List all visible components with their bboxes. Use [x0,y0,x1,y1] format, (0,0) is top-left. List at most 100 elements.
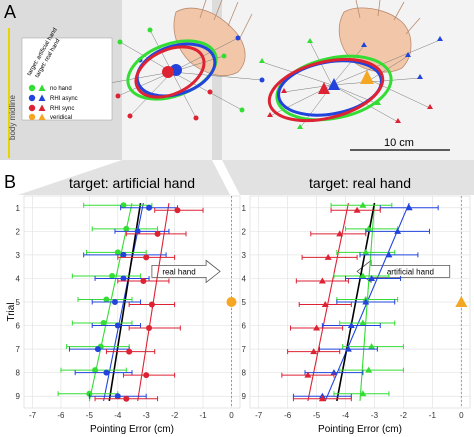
x-tick-label: -2 [400,411,408,420]
data-point [111,299,118,305]
data-point [347,322,355,329]
data-point [359,201,367,208]
data-point [143,254,150,261]
data-point [92,367,99,374]
data-point [318,395,326,402]
veridical-marker [455,296,468,307]
legend-label-no-hand: no hand [50,86,72,92]
data-point [353,206,361,213]
artificial-hand-icon [173,7,246,76]
mean-triangle-async [328,78,340,90]
data-point [359,390,367,397]
annotation-label: real hand [162,267,195,276]
x-tick-label: -7 [29,411,37,420]
data-point [313,324,321,331]
x-tick-label: -5 [86,411,94,420]
y-tick-label: 4 [242,274,247,283]
legend-circle-async [28,94,36,102]
data-point [140,277,147,284]
data-point [103,296,110,303]
y-tick-label: 9 [242,392,247,401]
data-point [405,204,413,211]
chart-artificial-hand: -7 -6 -5 -4 -3 -2 -1 0 1 2 3 4 5 6 7 8 9 target: artifici… [16,175,241,435]
data-point [114,322,121,329]
data-point [359,319,367,326]
x-tick-label: -3 [143,411,151,420]
y-tick-label: 2 [16,227,21,236]
data-point [126,348,133,355]
data-point [103,369,110,376]
legend-box [21,37,113,121]
data-point [120,202,127,209]
panel-a: A body midline [0,0,474,160]
y-tick-label: 1 [242,204,247,213]
data-point [120,275,127,282]
x-tick-label: -5 [313,411,321,420]
scale-bar-label: 10 cm [384,137,414,149]
data-point [318,277,326,284]
y-tick-label: 8 [16,369,21,378]
y-tick-label: 3 [242,251,247,260]
data-point [310,348,318,355]
veridical-triangle [360,70,374,84]
artificial-hand-fingers-icon [199,0,253,39]
y-tick-label: 5 [242,298,247,307]
data-point [321,301,329,307]
data-point [120,251,127,258]
legend-triangle-sync [38,104,46,111]
y-tick-label: 7 [16,345,21,354]
veridical-marker [226,297,237,307]
y-tick-label: 6 [242,322,247,331]
data-point [359,272,367,279]
data-point [123,225,130,232]
x-tick-label: -6 [57,411,65,420]
real-hand-fingers-icon [355,0,421,35]
data-point [330,369,338,376]
y-tick-label: 7 [242,345,247,354]
panel-a-letter: A [4,2,16,22]
data-point [394,227,402,234]
y-tick-label: 1 [16,204,21,213]
projection-right [222,160,474,195]
annotation-label: artificial hand [387,267,434,276]
x-tick-label: -2 [171,411,179,420]
data-point [362,248,370,255]
x-tick-label: -4 [114,411,122,420]
x-tick-label: 0 [229,411,234,420]
y-tick-label: 3 [16,251,21,260]
x-tick-label: -6 [284,411,292,420]
y-tick-label: 4 [16,274,21,283]
data-point [143,372,150,379]
data-point [94,346,101,353]
data-point [385,251,393,258]
y-tick-label: 9 [16,392,21,401]
data-point [154,230,161,237]
data-point [336,230,344,237]
legend-circle-veridical [28,113,36,121]
data-point [146,325,153,332]
legend-label-sync: RHI sync [50,106,74,112]
mean-triangle-sync [318,82,330,94]
data-point [100,320,107,327]
x-tick-label: -4 [342,411,350,420]
legend-circle-no-hand [28,84,36,92]
data-point [368,343,376,350]
legend-triangle-no-hand [38,84,46,91]
data-point [365,366,373,373]
annotation-arrow [151,259,221,284]
panel-b-letter: B [4,172,16,192]
projection-left [18,160,230,195]
data-point [362,298,370,305]
y-tick-label: 2 [242,227,247,236]
x-tick-label: -7 [255,411,263,420]
data-point [114,249,121,256]
legend-triangle-async [38,94,46,101]
y-tick-label: 5 [16,298,21,307]
data-point [368,274,376,281]
chart-real-hand: -7 -6 -5 -4 -3 -2 -1 0 1 2 3 4 5 6 7 8 9 target: real han… [242,175,471,435]
x-tick-label: 0 [459,411,464,420]
x-axis-label: Pointing Error (cm) [318,424,402,435]
x-tick-label: -1 [199,411,207,420]
x-tick-label: -1 [429,411,437,420]
legend-circle-sync [28,104,36,112]
